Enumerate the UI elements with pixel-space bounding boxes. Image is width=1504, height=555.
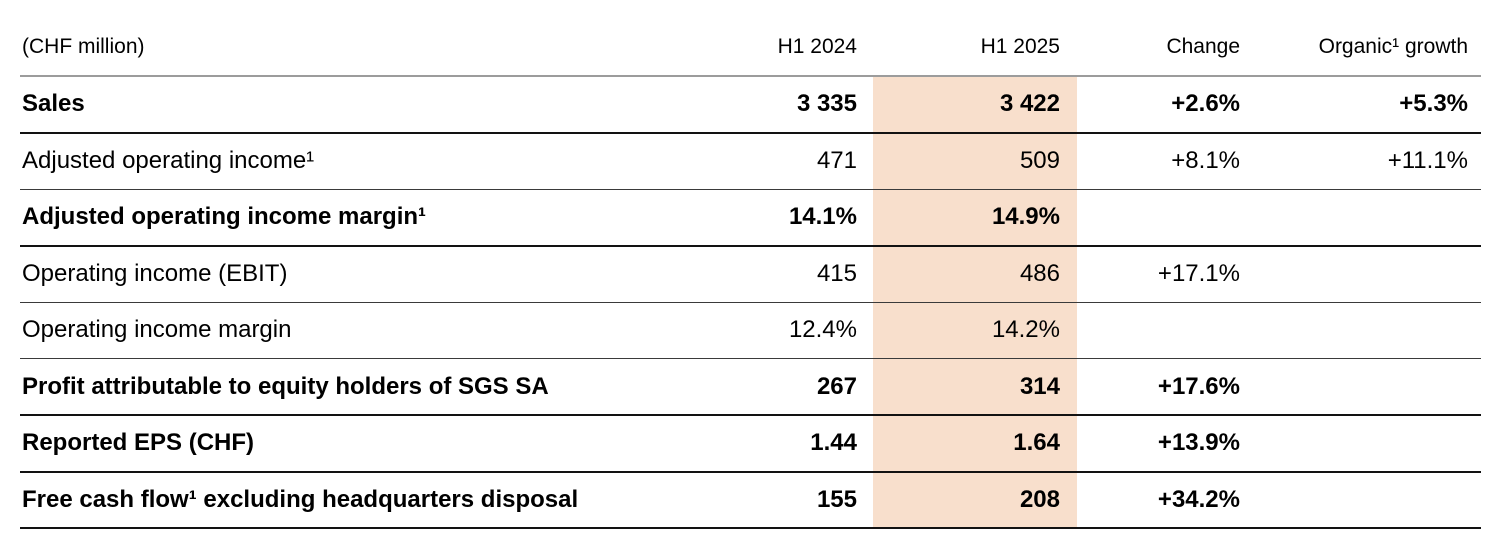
table-row-adjusted-operating-income: Adjusted operating income¹ 471 509 +8.1%… xyxy=(20,132,1481,190)
cell-organic-growth: +11.1% xyxy=(1245,132,1481,190)
cell-h1-2025-highlighted: 509 xyxy=(873,132,1077,190)
cell-h1-2024: 267 xyxy=(670,358,873,416)
cell-change: +2.6% xyxy=(1077,76,1245,134)
cell-h1-2024: 12.4% xyxy=(670,302,873,359)
cell-h1-2024: 14.1% xyxy=(670,189,873,247)
financial-results-table: (CHF million) H1 2024 H1 2025 Change Org… xyxy=(20,0,1481,529)
cell-h1-2024: 1.44 xyxy=(670,415,873,473)
table-row-operating-income-margin: Operating income margin 12.4% 14.2% xyxy=(20,302,1481,359)
cell-change xyxy=(1077,302,1245,359)
cell-organic-growth: +5.3% xyxy=(1245,76,1481,134)
cell-organic-growth xyxy=(1245,189,1481,247)
cell-h1-2025-highlighted: 208 xyxy=(873,471,1077,529)
table-row-free-cash-flow: Free cash flow¹ excluding headquarters d… xyxy=(20,471,1481,529)
table-row-adjusted-operating-income-margin: Adjusted operating income margin¹ 14.1% … xyxy=(20,189,1481,247)
row-label: Operating income margin xyxy=(20,302,670,359)
cell-h1-2025-highlighted: 14.9% xyxy=(873,189,1077,247)
cell-h1-2024: 155 xyxy=(670,471,873,529)
table-row-operating-income-ebit: Operating income (EBIT) 415 486 +17.1% xyxy=(20,245,1481,303)
cell-organic-growth xyxy=(1245,415,1481,473)
cell-change: +8.1% xyxy=(1077,132,1245,190)
row-label: Sales xyxy=(20,76,670,134)
header-row: (CHF million) H1 2024 H1 2025 Change Org… xyxy=(20,0,1481,77)
cell-change: +34.2% xyxy=(1077,471,1245,529)
cell-organic-growth xyxy=(1245,245,1481,303)
row-label: Reported EPS (CHF) xyxy=(20,415,670,473)
cell-change: +17.1% xyxy=(1077,245,1245,303)
cell-h1-2024: 471 xyxy=(670,132,873,190)
column-header-change: Change xyxy=(1077,0,1245,77)
column-header-organic-growth: Organic¹ growth xyxy=(1245,0,1481,77)
cell-organic-growth xyxy=(1245,358,1481,416)
unit-label: (CHF million) xyxy=(20,0,670,77)
table-row-profit-attributable: Profit attributable to equity holders of… xyxy=(20,358,1481,416)
cell-h1-2025-highlighted: 486 xyxy=(873,245,1077,303)
row-label: Operating income (EBIT) xyxy=(20,245,670,303)
row-label: Profit attributable to equity holders of… xyxy=(20,358,670,416)
table-row-reported-eps: Reported EPS (CHF) 1.44 1.64 +13.9% xyxy=(20,415,1481,473)
column-header-h1-2024: H1 2024 xyxy=(670,0,873,77)
cell-change: +13.9% xyxy=(1077,415,1245,473)
row-label: Adjusted operating income¹ xyxy=(20,132,670,190)
table-row-sales: Sales 3 335 3 422 +2.6% +5.3% xyxy=(20,76,1481,134)
cell-h1-2025-highlighted: 14.2% xyxy=(873,302,1077,359)
cell-h1-2024: 3 335 xyxy=(670,76,873,134)
table-header: (CHF million) H1 2024 H1 2025 Change Org… xyxy=(20,0,1481,77)
cell-change xyxy=(1077,189,1245,247)
column-header-h1-2025: H1 2025 xyxy=(873,0,1077,77)
cell-h1-2025-highlighted: 3 422 xyxy=(873,76,1077,134)
row-label: Adjusted operating income margin¹ xyxy=(20,189,670,247)
cell-organic-growth xyxy=(1245,302,1481,359)
cell-h1-2025-highlighted: 314 xyxy=(873,358,1077,416)
cell-organic-growth xyxy=(1245,471,1481,529)
cell-h1-2025-highlighted: 1.64 xyxy=(873,415,1077,473)
cell-h1-2024: 415 xyxy=(670,245,873,303)
table-body: Sales 3 335 3 422 +2.6% +5.3% Adjusted o… xyxy=(20,76,1481,529)
row-label: Free cash flow¹ excluding headquarters d… xyxy=(20,471,670,529)
cell-change: +17.6% xyxy=(1077,358,1245,416)
